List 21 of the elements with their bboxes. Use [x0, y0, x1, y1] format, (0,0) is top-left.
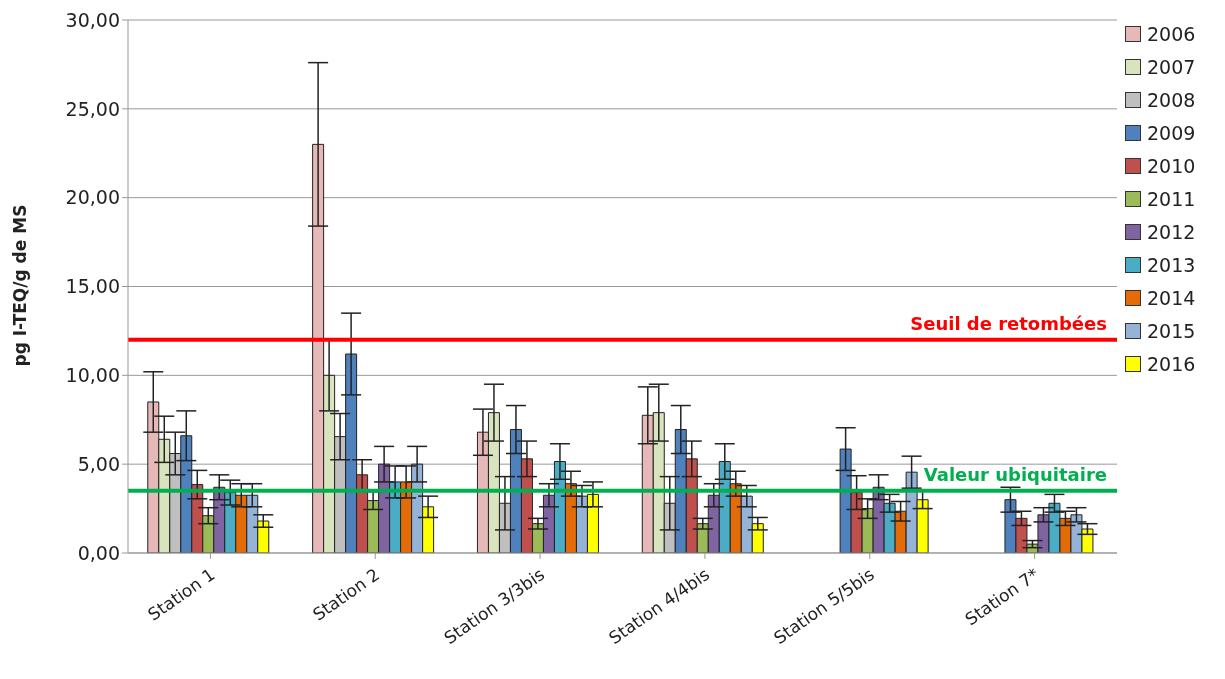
legend-label: 2011: [1147, 187, 1196, 210]
y-tick-label: 10,00: [65, 364, 120, 387]
y-axis-title: pg I-TEQ/g de MS: [10, 204, 31, 367]
y-tick-label: 20,00: [65, 186, 120, 209]
legend-label: 2012: [1147, 220, 1196, 243]
ref-line-label: Seuil de retombées: [910, 312, 1107, 334]
legend-label: 2014: [1147, 286, 1196, 309]
legend-label: 2015: [1147, 319, 1196, 342]
y-tick-label: 30,00: [65, 8, 120, 31]
legend-label: 2008: [1147, 88, 1196, 111]
legend-label: 2010: [1147, 154, 1196, 177]
y-tick-label: 0,00: [77, 541, 120, 564]
legend-label: 2006: [1147, 22, 1196, 45]
legend-label: 2016: [1147, 352, 1196, 375]
legend-label: 2007: [1147, 55, 1196, 78]
y-tick-label: 15,00: [65, 275, 120, 298]
legend-label: 2009: [1147, 121, 1196, 144]
y-tick-label: 5,00: [77, 452, 120, 475]
y-tick-label: 25,00: [65, 97, 120, 120]
legend-label: 2013: [1147, 253, 1196, 276]
ref-line-label: Valeur ubiquitaire: [923, 463, 1107, 485]
